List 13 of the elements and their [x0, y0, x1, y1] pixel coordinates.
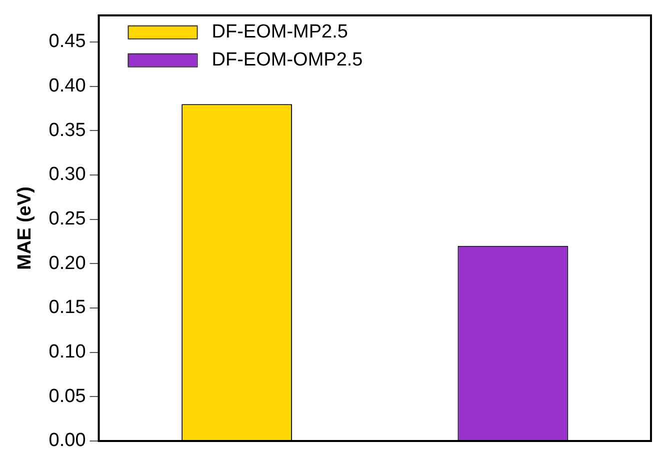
legend-label: DF-EOM-MP2.5: [212, 22, 348, 43]
y-tick-label: 0.25: [48, 208, 86, 230]
y-tick-label: 0.15: [48, 297, 86, 318]
y-tick-label: 0.00: [48, 430, 86, 452]
y-tick-label: 0.45: [48, 31, 86, 52]
y-tick-label: 0.30: [48, 164, 86, 186]
legend-label: DF-EOM-OMP2.5: [212, 50, 363, 71]
y-tick-label: 0.40: [48, 76, 86, 97]
y-tick-label: 0.35: [48, 120, 86, 141]
y-tick-label: 0.05: [48, 386, 86, 407]
y-tick-label: 0.10: [48, 342, 86, 363]
y-tick-label: 0.20: [48, 252, 86, 274]
y-axis-title: MAE (eV): [14, 186, 36, 270]
